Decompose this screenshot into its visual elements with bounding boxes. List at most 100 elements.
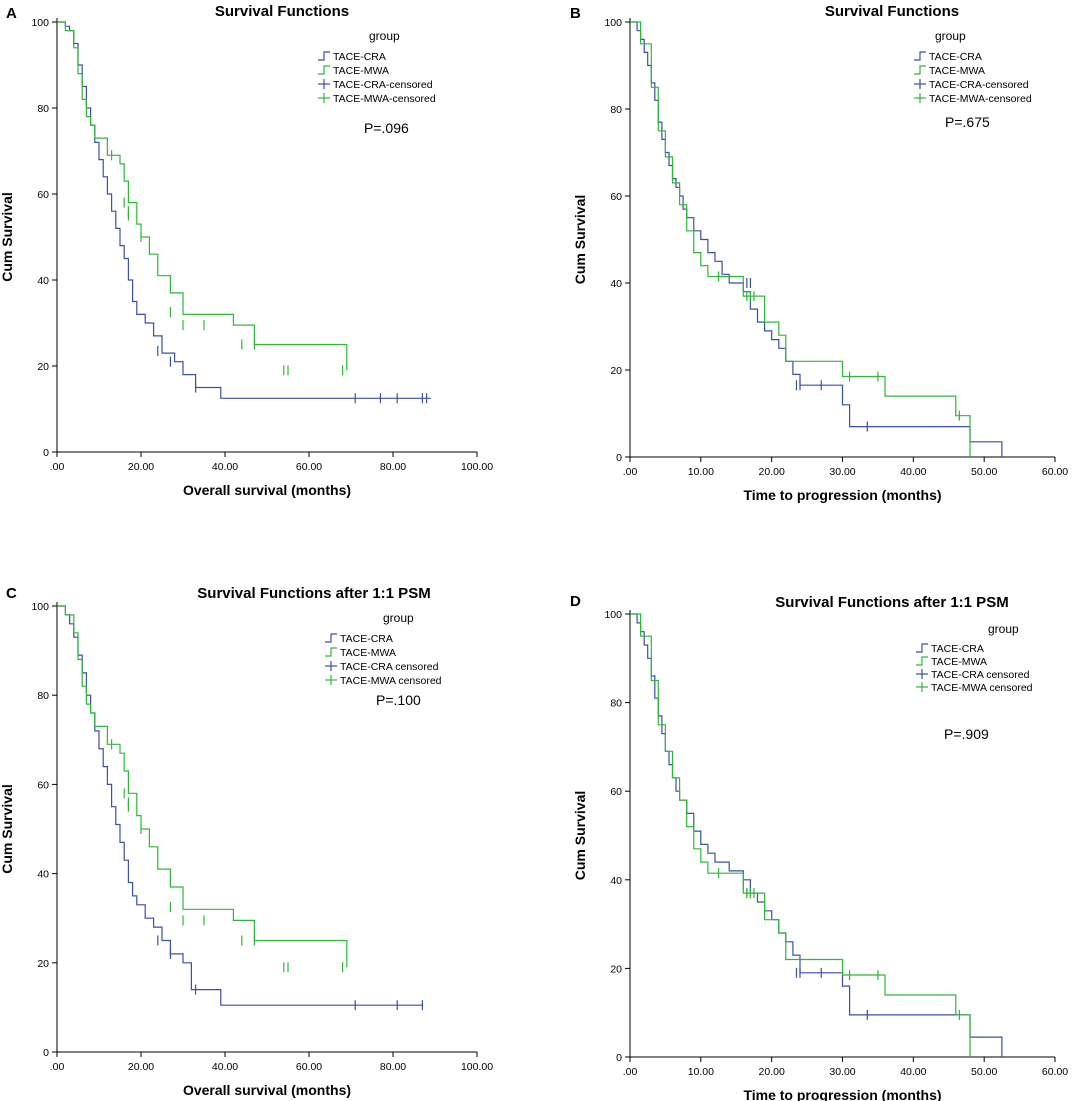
legend-item: TACE-MWA bbox=[914, 65, 985, 77]
y-tick-label: 40 bbox=[610, 875, 622, 887]
x-tick-label: 60.00 bbox=[1042, 1066, 1068, 1078]
y-tick-label: 100 bbox=[31, 17, 49, 29]
y-tick-label: 60 bbox=[37, 779, 49, 791]
y-tick-label: 0 bbox=[616, 1052, 622, 1064]
x-tick-label: .00 bbox=[623, 1066, 638, 1078]
x-tick-label: 20.00 bbox=[759, 466, 785, 478]
series-line-tace-cra bbox=[57, 605, 423, 1006]
series-line-tace-cra bbox=[57, 21, 431, 399]
legend-swatch-step bbox=[916, 656, 928, 666]
y-tick-label: 80 bbox=[37, 103, 49, 115]
x-tick-label: 10.00 bbox=[688, 1066, 714, 1078]
y-axis-title: Cum Survival bbox=[0, 784, 15, 873]
x-tick-label: 60.00 bbox=[296, 1061, 322, 1073]
panel-letter: D bbox=[570, 593, 581, 610]
legend-item: TACE-CRA bbox=[325, 633, 393, 645]
x-tick-label: 80.00 bbox=[380, 461, 406, 473]
legend-title: group bbox=[988, 622, 1019, 636]
panel-c: C Survival Functions after 1:1 PSM 0 20 40 60… bbox=[0, 585, 493, 1098]
chart-title: Survival Functions bbox=[215, 3, 349, 20]
legend-item: TACE-MWA bbox=[325, 647, 396, 659]
x-tick-label: 30.00 bbox=[829, 466, 855, 478]
x-tick-label: .00 bbox=[50, 1061, 65, 1073]
legend-swatch-step bbox=[325, 647, 337, 657]
x-axis-title: Time to progression (months) bbox=[743, 487, 941, 503]
legend-item: TACE-CRA-censored bbox=[318, 79, 433, 91]
y-tick-label: 20 bbox=[610, 963, 622, 975]
panel-letter: C bbox=[6, 585, 17, 602]
y-tick-label: 60 bbox=[37, 189, 49, 201]
x-tick-label: 10.00 bbox=[688, 466, 714, 478]
y-tick-label: 40 bbox=[37, 869, 49, 881]
y-tick-label: 40 bbox=[37, 275, 49, 287]
legend-item: TACE-CRA bbox=[914, 51, 982, 63]
y-axis-title: Cum Survival bbox=[0, 192, 15, 281]
x-axis-title: Overall survival (months) bbox=[183, 1082, 351, 1098]
panel-letter: A bbox=[6, 5, 17, 22]
legend-swatch-step bbox=[914, 65, 926, 75]
chart-title: Survival Functions after 1:1 PSM bbox=[775, 594, 1008, 611]
y-tick-label: 80 bbox=[610, 698, 622, 710]
x-tick-label: 50.00 bbox=[971, 1066, 997, 1078]
legend-label: TACE-CRA-censored bbox=[929, 79, 1029, 91]
y-tick-label: 80 bbox=[610, 104, 622, 116]
y-tick-label: 20 bbox=[610, 365, 622, 377]
x-tick-label: 80.00 bbox=[380, 1061, 406, 1073]
panel-letter: B bbox=[570, 5, 581, 22]
series-line-tace-mwa bbox=[630, 21, 971, 457]
legend-item: TACE-CRA censored bbox=[916, 669, 1030, 681]
legend-item: TACE-MWA bbox=[318, 65, 389, 77]
y-tick-label: 80 bbox=[37, 690, 49, 702]
legend-item: TACE-MWA-censored bbox=[914, 93, 1032, 105]
legend-label: TACE-MWA censored bbox=[931, 682, 1033, 694]
series-line-tace-mwa bbox=[57, 605, 348, 968]
y-tick-label: 0 bbox=[43, 1047, 49, 1059]
legend-item: TACE-CRA bbox=[916, 643, 984, 655]
legend-item: TACE-MWA-censored bbox=[318, 93, 436, 105]
x-tick-label: .00 bbox=[623, 466, 638, 478]
legend-label: TACE-MWA bbox=[340, 647, 396, 659]
legend-item: TACE-MWA censored bbox=[916, 682, 1033, 694]
legend-swatch-step bbox=[318, 65, 330, 75]
legend-label: TACE-CRA bbox=[340, 633, 393, 645]
legend-item: TACE-CRA bbox=[318, 51, 386, 63]
legend-label: TACE-MWA bbox=[931, 656, 987, 668]
x-tick-label: 20.00 bbox=[128, 461, 154, 473]
y-axis-title: Cum Survival bbox=[572, 791, 588, 880]
p-value-label: P=.909 bbox=[944, 726, 989, 742]
y-tick-label: 60 bbox=[610, 191, 622, 203]
x-tick-label: .00 bbox=[50, 461, 65, 473]
y-tick-label: 100 bbox=[31, 601, 49, 613]
panel-d: D Survival Functions after 1:1 PSM 0 20 40 60… bbox=[570, 593, 1068, 1101]
legend-label: TACE-CRA censored bbox=[340, 661, 439, 673]
legend-label: TACE-CRA bbox=[931, 643, 984, 655]
legend-item: TACE-MWA censored bbox=[325, 675, 442, 687]
legend-swatch-step bbox=[914, 51, 926, 61]
legend-label: TACE-CRA censored bbox=[931, 669, 1030, 681]
y-tick-label: 100 bbox=[604, 17, 622, 29]
x-tick-label: 20.00 bbox=[128, 1061, 154, 1073]
x-tick-label: 40.00 bbox=[212, 1061, 238, 1073]
legend-label: TACE-CRA bbox=[929, 51, 982, 63]
legend-item: TACE-CRA-censored bbox=[914, 79, 1029, 91]
legend-title: group bbox=[369, 29, 400, 43]
series-line-tace-cra bbox=[630, 613, 1003, 1057]
x-axis-title: Time to progression (months) bbox=[743, 1087, 941, 1101]
series-line-tace-mwa bbox=[630, 613, 971, 1057]
legend-item: TACE-CRA censored bbox=[325, 661, 439, 673]
x-tick-label: 50.00 bbox=[971, 466, 997, 478]
x-axis-title: Overall survival (months) bbox=[183, 482, 351, 498]
chart-title: Survival Functions bbox=[825, 3, 959, 20]
x-tick-label: 40.00 bbox=[212, 461, 238, 473]
legend-label: TACE-MWA bbox=[333, 65, 389, 77]
p-value-label: P=.675 bbox=[945, 114, 990, 130]
p-value-label: P=.100 bbox=[376, 692, 421, 708]
x-tick-label: 40.00 bbox=[900, 466, 926, 478]
x-tick-label: 30.00 bbox=[829, 1066, 855, 1078]
panel-b: B Survival Functions 0 20 40 60 80 100 .00 10.00 2… bbox=[570, 3, 1068, 503]
legend-swatch-step bbox=[318, 51, 330, 61]
y-tick-label: 20 bbox=[37, 361, 49, 373]
y-tick-label: 100 bbox=[604, 609, 622, 621]
